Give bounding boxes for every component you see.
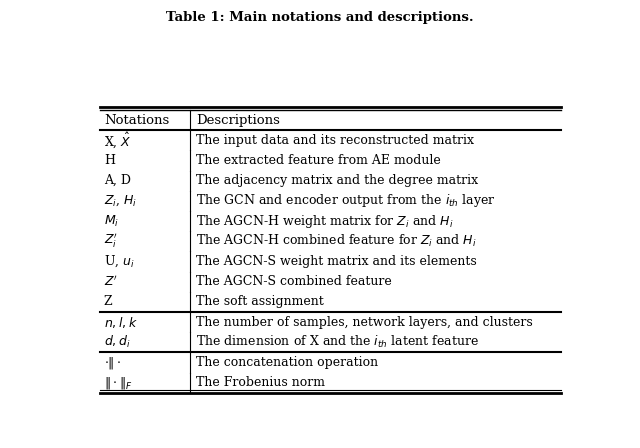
Text: The AGCN-S weight matrix and its elements: The AGCN-S weight matrix and its element…	[196, 255, 477, 268]
Text: The soft assignment: The soft assignment	[196, 295, 323, 308]
Text: $Z^{\prime}_i$: $Z^{\prime}_i$	[104, 232, 118, 250]
Text: The dimension of X and the $i_{th}$ latent feature: The dimension of X and the $i_{th}$ late…	[196, 334, 479, 350]
Text: $Z^{\prime}$: $Z^{\prime}$	[104, 275, 118, 289]
Text: $M_i$: $M_i$	[104, 214, 119, 228]
Text: The AGCN-H combined feature for $Z_i$ and $H_i$: The AGCN-H combined feature for $Z_i$ an…	[196, 233, 477, 250]
Text: Notations: Notations	[104, 114, 169, 127]
Text: X, $\hat{X}$: X, $\hat{X}$	[104, 130, 131, 150]
Text: Table 1: Main notations and descriptions.: Table 1: Main notations and descriptions…	[166, 11, 474, 24]
Text: The concatenation operation: The concatenation operation	[196, 356, 378, 369]
Text: $d, d_i$: $d, d_i$	[104, 334, 131, 350]
Text: The AGCN-S combined feature: The AGCN-S combined feature	[196, 275, 392, 288]
Text: The number of samples, network layers, and clusters: The number of samples, network layers, a…	[196, 316, 532, 329]
Text: The adjacency matrix and the degree matrix: The adjacency matrix and the degree matr…	[196, 174, 478, 187]
Text: Z: Z	[104, 295, 113, 308]
Text: The input data and its reconstructed matrix: The input data and its reconstructed mat…	[196, 134, 474, 147]
Text: The extracted feature from AE module: The extracted feature from AE module	[196, 154, 440, 167]
Text: The GCN and encoder output from the $i_{th}$ layer: The GCN and encoder output from the $i_{…	[196, 192, 495, 209]
Text: A, D: A, D	[104, 174, 131, 187]
Text: The Frobenius norm: The Frobenius norm	[196, 376, 324, 389]
Text: $\cdot\|\cdot$: $\cdot\|\cdot$	[104, 354, 121, 370]
Text: The AGCN-H weight matrix for $Z_i$ and $H_i$: The AGCN-H weight matrix for $Z_i$ and $…	[196, 213, 453, 230]
Text: $\|\cdot\|_F$: $\|\cdot\|_F$	[104, 375, 132, 391]
Text: Descriptions: Descriptions	[196, 114, 280, 127]
Text: $Z_i$, $H_i$: $Z_i$, $H_i$	[104, 194, 137, 208]
Text: $n, l, k$: $n, l, k$	[104, 314, 138, 330]
Text: H: H	[104, 154, 115, 167]
Text: U, $u_i$: U, $u_i$	[104, 254, 134, 269]
